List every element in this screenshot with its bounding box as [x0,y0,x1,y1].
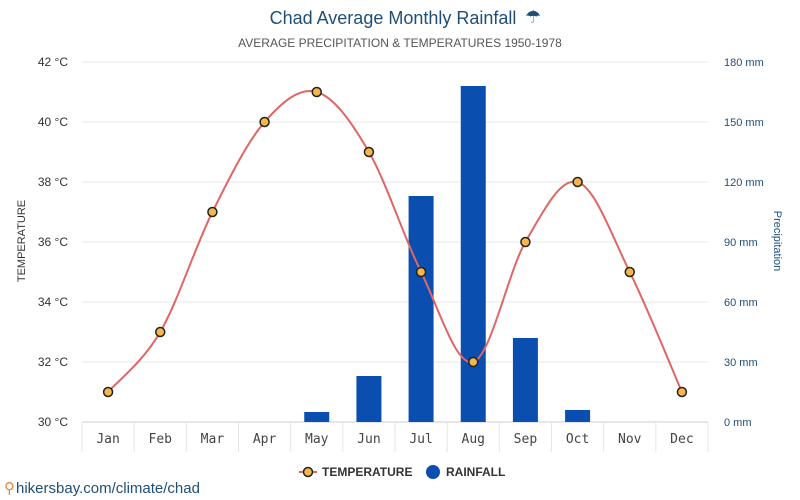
temperature-point[interactable] [363,146,375,158]
legend-temperature-marker [302,466,314,478]
temperature-line [102,86,688,398]
grid [81,61,709,452]
rainfall-bar[interactable] [408,196,434,422]
rainfall-bar[interactable] [304,412,330,422]
left-tick-label: 30 °C [38,415,68,429]
right-tick-label: 30 mm [724,357,758,369]
rainfall-bars [304,86,591,422]
legend-rainfall-marker [426,465,440,479]
right-tick-label: 150 mm [724,117,764,129]
right-axis-title: Precipitation [771,211,783,272]
right-tick-label: 120 mm [724,177,764,189]
right-tick-label: 90 mm [724,237,758,249]
umbrella-icon: ☂ [525,7,541,27]
x-tick-label: Jun [357,432,380,447]
right-tick-label: 180 mm [724,57,764,69]
x-tick-label: Apr [253,432,277,447]
x-tick-label: Dec [670,432,693,447]
temperature-point[interactable] [572,176,583,188]
left-tick-label: 42 °C [38,55,68,69]
left-axis-title: TEMPERATURE [16,200,28,282]
temperature-point[interactable] [520,236,531,248]
chart-subtitle: AVERAGE PRECIPITATION & TEMPERATURES 195… [238,36,562,50]
chart-title: Chad Average Monthly Rainfall [270,8,517,28]
right-tick-label: 0 mm [724,417,752,429]
rainfall-bar[interactable] [356,376,382,422]
temperature-point[interactable] [468,356,479,368]
left-tick-label: 34 °C [38,295,68,309]
legend-rainfall-label: RAINFALL [446,465,505,479]
x-tick-label: Jul [409,432,432,447]
temperature-point[interactable] [311,86,322,98]
left-tick-label: 36 °C [38,235,68,249]
legend[interactable]: TEMPERATURE RAINFALL [299,465,505,479]
temperature-point[interactable] [102,386,114,398]
x-tick-label: Mar [201,432,225,447]
x-tick-label: Aug [462,432,485,447]
rainfall-bar[interactable] [565,410,591,422]
x-tick-label: Sep [514,432,538,447]
x-tick-label: Nov [618,432,642,447]
left-tick-label: 38 °C [38,175,68,189]
x-tick-label: Jan [96,432,119,447]
right-tick-label: 60 mm [724,297,758,309]
temperature-point[interactable] [259,116,270,128]
source-link[interactable]: ⚲hikersbay.com/climate/chad [4,479,200,497]
left-tick-label: 40 °C [38,115,68,129]
axes: 30 °C 0 mm 32 °C 30 mm 34 °C 60 mm 36 °C 90 mm 3… [38,55,764,447]
temperature-point[interactable] [624,266,635,278]
x-tick-label: Feb [149,432,173,447]
x-tick-label: Oct [566,432,589,447]
map-pin-icon: ⚲ [4,480,15,497]
temperature-point[interactable] [155,326,166,338]
rainfall-bar[interactable] [460,86,486,422]
left-tick-label: 32 °C [38,355,68,369]
temperature-point[interactable] [207,206,218,218]
source-text: hikersbay.com/climate/chad [16,480,200,497]
temperature-point[interactable] [415,266,427,278]
rainfall-bar[interactable] [512,338,538,422]
x-tick-label: May [305,432,329,447]
temperature-point[interactable] [676,386,688,398]
legend-temperature-label: TEMPERATURE [322,465,412,479]
